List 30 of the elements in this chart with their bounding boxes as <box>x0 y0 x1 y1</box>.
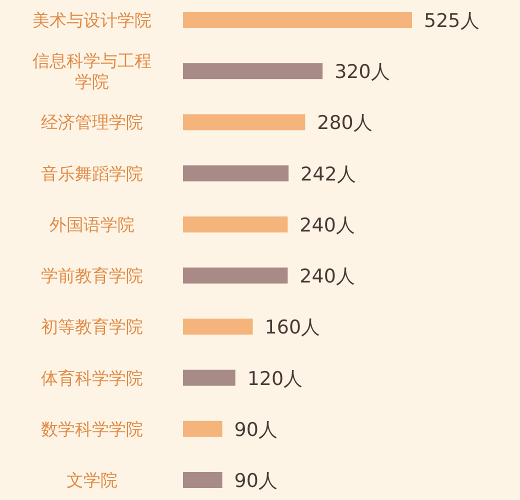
data-label: 120人 <box>247 368 303 390</box>
y-tick-label: 音乐舞蹈学院 <box>41 164 143 184</box>
y-tick-label: 美术与设计学院 <box>32 11 152 31</box>
bar <box>183 12 412 28</box>
bar <box>183 165 289 182</box>
data-label: 525人 <box>424 10 480 32</box>
y-tick-label: 数学科学学院 <box>41 420 143 440</box>
y-tick-label: 经济管理学院 <box>41 113 143 134</box>
y-tick-label: 文学院 <box>66 471 118 491</box>
bar <box>183 268 288 284</box>
bar <box>183 63 323 80</box>
y-tick-label: 学前教育学院 <box>41 266 143 287</box>
bar <box>183 370 236 386</box>
data-label: 160人 <box>264 316 320 339</box>
data-label: 90人 <box>234 470 278 492</box>
data-label: 280人 <box>317 112 372 134</box>
y-tick-label: 外国语学院 <box>50 215 134 236</box>
bar <box>183 420 222 437</box>
bar <box>183 216 288 232</box>
bar <box>183 472 222 488</box>
y-tick-label: 初等教育学院 <box>41 318 143 338</box>
data-label: 320人 <box>334 61 390 84</box>
data-label: 242人 <box>300 163 356 186</box>
data-label: 240人 <box>300 266 355 288</box>
data-label: 240人 <box>300 214 355 236</box>
y-tick-label: 体育科学学院 <box>41 368 143 389</box>
data-label: 90人 <box>234 418 278 441</box>
bar <box>183 114 306 130</box>
bar <box>183 318 253 335</box>
y-tick-label: 信息科学与工程学院 <box>32 52 152 93</box>
